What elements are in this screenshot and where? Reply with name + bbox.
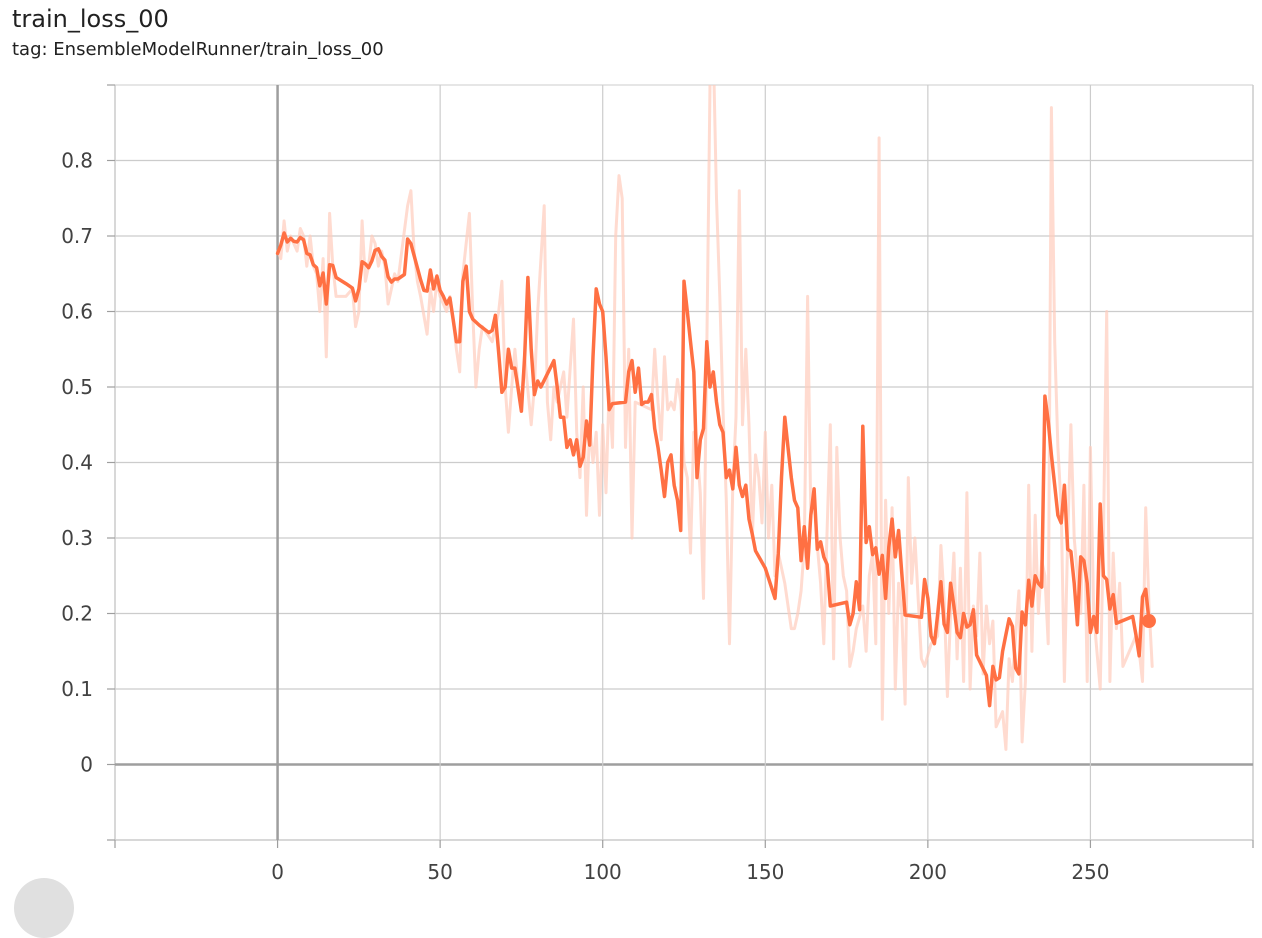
- y-tick-label: 0.4: [61, 451, 93, 475]
- y-tick-label: 0.1: [61, 677, 93, 701]
- y-tick-label: 0.8: [61, 149, 93, 173]
- x-tick-label: 200: [909, 860, 947, 884]
- x-tick-label: 100: [584, 860, 622, 884]
- x-tick-label: 0: [271, 860, 284, 884]
- last-point-marker: [1141, 614, 1156, 629]
- chart-title: train_loss_00: [12, 5, 169, 33]
- smoothed-loss-line: [275, 231, 1151, 708]
- raw-loss-line: [276, 85, 1154, 751]
- y-tick-label: 0.6: [61, 300, 93, 324]
- y-tick-label: 0.5: [61, 375, 93, 399]
- x-tick-label: 250: [1071, 860, 1109, 884]
- y-tick-label: 0.7: [61, 224, 93, 248]
- y-tick-label: 0: [80, 753, 93, 777]
- x-tick-label: 150: [746, 860, 784, 884]
- y-tick-label: 0.3: [61, 526, 93, 550]
- loss-line-chart: 0 0.1 0.2 0.3 0.4 0.5 0.6 0.7 0.8 0 50 100 150 200 250: [61, 84, 1254, 884]
- x-tick-label: 50: [427, 860, 452, 884]
- chart-tag-subtitle: tag: EnsembleModelRunner/train_loss_00: [12, 39, 384, 60]
- y-tick-label: 0.2: [61, 602, 93, 626]
- corner-control-circle[interactable]: [14, 878, 74, 938]
